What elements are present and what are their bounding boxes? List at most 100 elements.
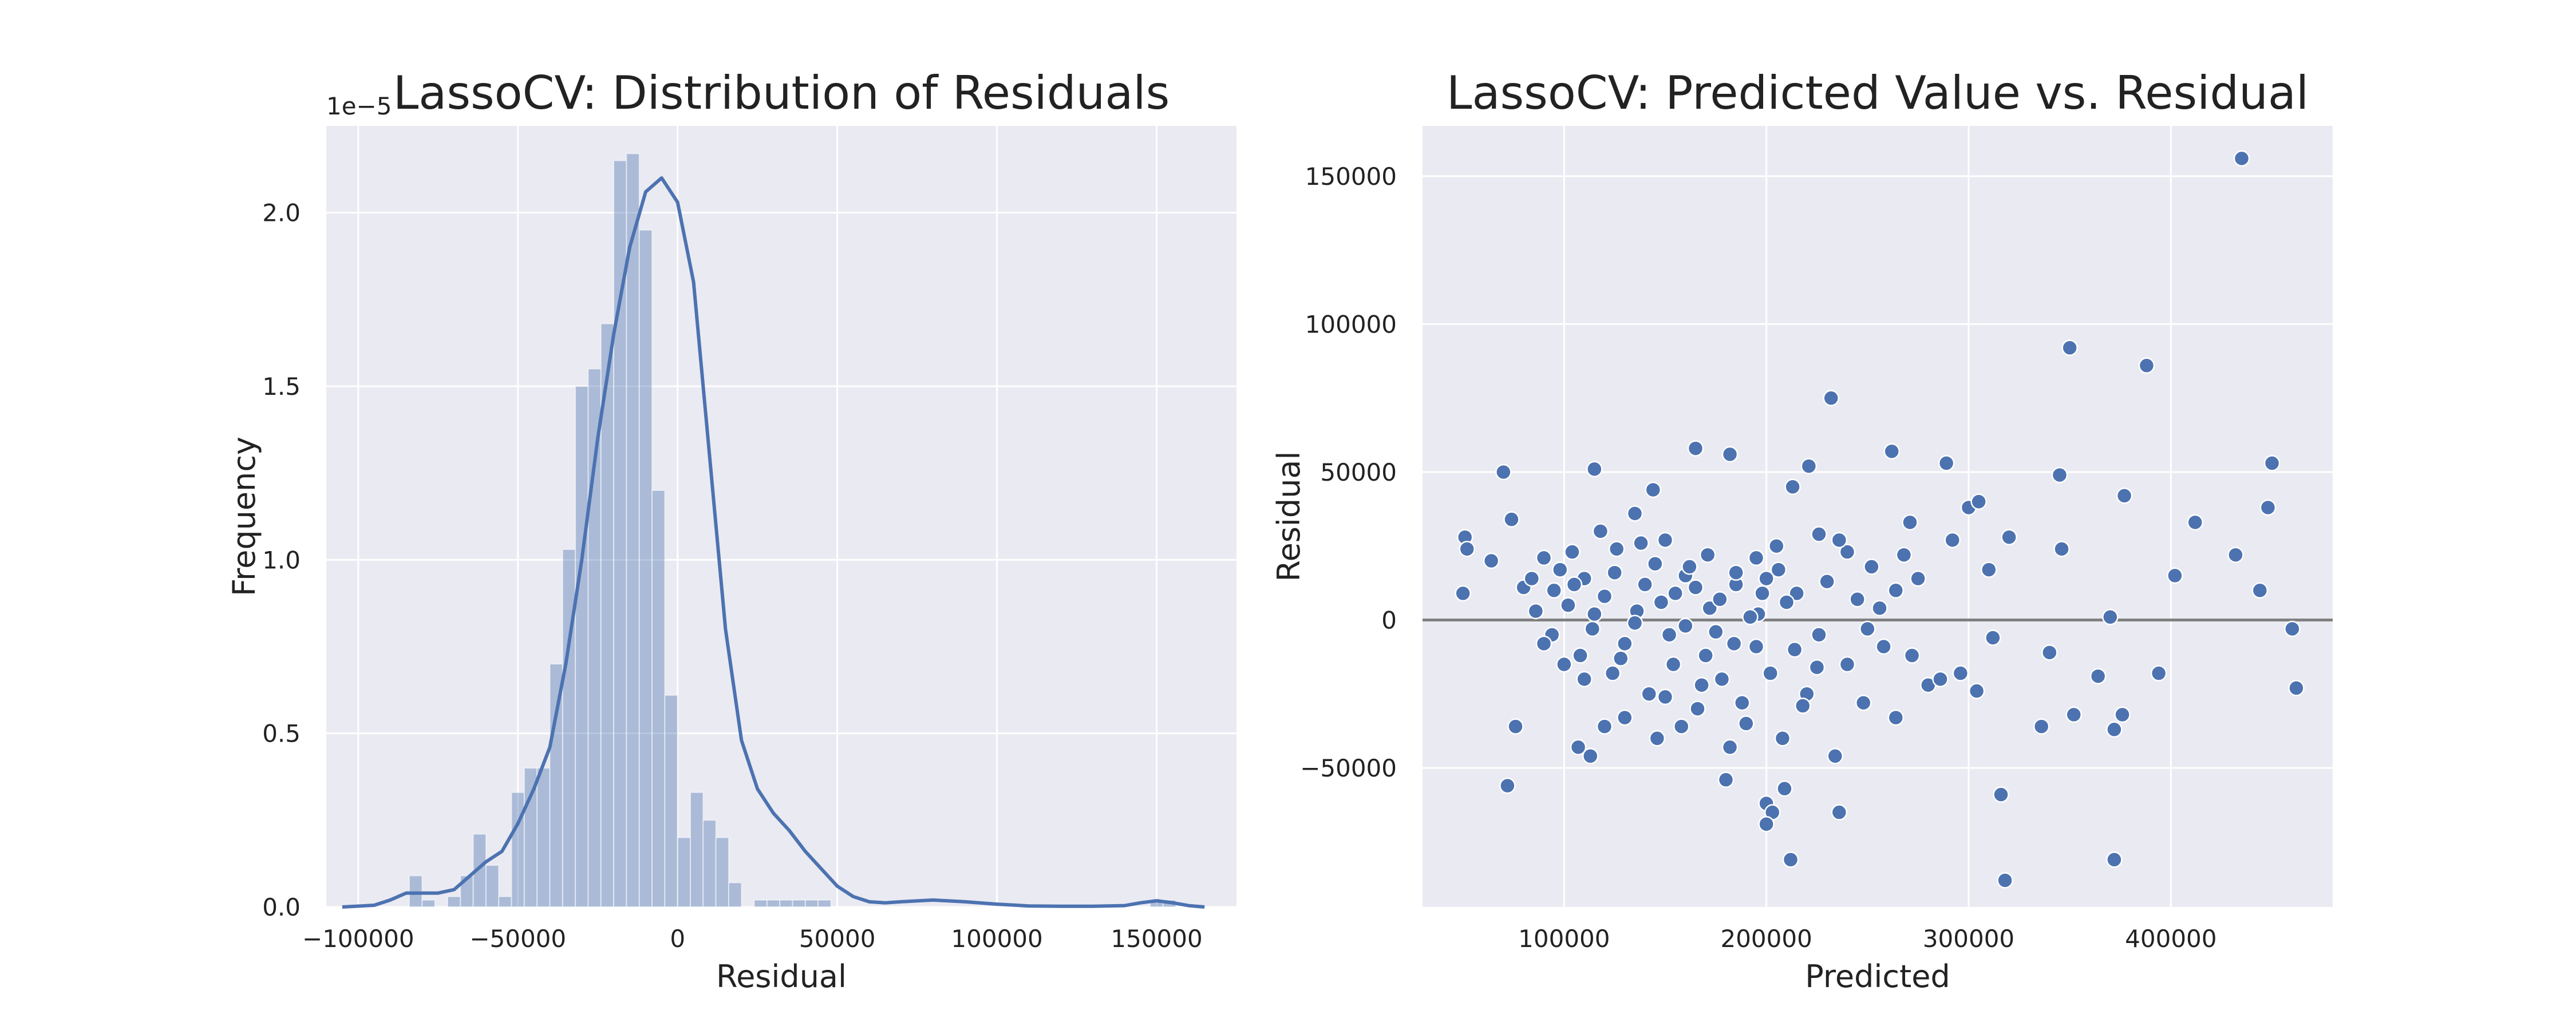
scatter-point: [1582, 748, 1599, 764]
scatter-point: [1647, 555, 1664, 572]
scatter-point: [2051, 466, 2068, 484]
scatter-point: [1535, 549, 1552, 566]
histogram-bar: [549, 663, 563, 908]
scatter-point: [2187, 514, 2203, 531]
histogram-bar: [421, 899, 436, 908]
scatter-point: [1776, 780, 1793, 797]
scatter-point: [1778, 594, 1795, 611]
scatter-point: [2251, 582, 2269, 599]
x-tick-label: 400000: [2125, 925, 2217, 953]
histogram-panel: −100000 −50000 0 50000 100000 150000 0.0 0.5 1.…: [226, 66, 1236, 995]
histogram-x-axis-label: Residual: [716, 958, 847, 995]
histogram-bar: [651, 490, 666, 908]
scatter-point: [1657, 688, 1674, 706]
scatter-point: [1613, 650, 1629, 667]
scatter-title: LassoCV: Predicted Value vs. Residual: [1447, 66, 2309, 120]
scatter-point: [1823, 390, 1839, 406]
histogram-bar: [447, 896, 461, 908]
scatter-plot-area: [1423, 126, 2333, 907]
scatter-point: [1738, 715, 1755, 732]
histogram-bar: [638, 229, 653, 908]
scatter-point: [1499, 777, 1516, 794]
scatter-point: [1808, 659, 1826, 676]
scatter-point: [2116, 488, 2133, 504]
scatter-point: [1782, 851, 1799, 868]
scatter-point: [2102, 609, 2119, 625]
scatter-point: [1800, 458, 1818, 474]
scatter-point: [1758, 815, 1775, 833]
scatter-point: [1535, 635, 1552, 652]
scatter-point: [2106, 851, 2123, 868]
scatter-point: [1895, 546, 1913, 563]
scatter-point: [1831, 532, 1848, 549]
scatter-point: [1459, 541, 1475, 557]
scatter-point: [1455, 585, 1471, 602]
scatter-point: [1863, 558, 1880, 575]
scatter-point: [2089, 668, 2107, 684]
histogram-bar: [575, 386, 589, 908]
scatter-point: [1811, 627, 1827, 643]
scatter-point: [1673, 718, 1690, 735]
scatter-point: [1626, 505, 1643, 522]
y-tick-label: 50000: [1320, 458, 1397, 486]
scatter-point: [1527, 603, 1544, 620]
y-tick-label: 150000: [1305, 163, 1397, 191]
scatter-point: [1617, 709, 1633, 726]
x-tick-label: 200000: [1720, 925, 1812, 953]
scatter-y-tick-labels: −50000 0 50000 100000 150000: [1300, 163, 1397, 782]
scatter-point: [1883, 443, 1900, 459]
scatter-point: [1970, 493, 1987, 510]
scatter-point: [1952, 665, 1969, 682]
histogram-bar: [728, 882, 742, 908]
scatter-point: [1887, 709, 1905, 726]
scatter-point: [1645, 481, 1662, 498]
scatter-point: [1584, 620, 1601, 637]
scatter-point: [1721, 446, 1739, 463]
scatter-point: [1768, 537, 1785, 554]
y-tick-label: 0: [1381, 606, 1397, 634]
scatter-point: [1748, 638, 1765, 655]
scatter-x-axis-label: Predicted: [1805, 958, 1950, 995]
scatter-point: [2041, 644, 2058, 661]
scatter-x-tick-labels: 100000 200000 300000 400000: [1518, 925, 2217, 953]
scatter-point: [1887, 582, 1905, 599]
scatter-point: [1701, 600, 1718, 617]
scatter-point: [1483, 552, 1500, 569]
scatter-point: [1902, 514, 1918, 531]
scatter-point: [2167, 567, 2183, 584]
y-tick-label: −50000: [1300, 754, 1397, 782]
y-tick-label: 1.5: [262, 373, 301, 401]
histogram-bar: [817, 899, 832, 908]
scatter-point: [1592, 523, 1609, 540]
scatter-point: [1910, 570, 1926, 587]
scatter-point: [2138, 357, 2155, 374]
x-tick-label: 0: [670, 925, 685, 953]
scatter-point: [1556, 656, 1573, 673]
scatter-point: [1985, 629, 2001, 646]
scatter-point: [2106, 721, 2123, 738]
scatter-point: [1657, 532, 1674, 549]
scatter-point: [1742, 609, 1759, 625]
histogram-bar: [690, 791, 704, 908]
scatter-point: [1596, 718, 1613, 735]
x-tick-label: −50000: [469, 925, 566, 953]
histogram-bar: [702, 819, 717, 908]
scatter-point: [1503, 511, 1520, 528]
y-tick-label: 2.0: [262, 199, 301, 227]
scatter-panel: 100000 200000 300000 400000 −50000 0 50000 100…: [1271, 66, 2333, 995]
histogram-bar: [779, 899, 793, 908]
scatter-point: [1566, 576, 1583, 593]
scatter-point: [1795, 698, 1811, 714]
y-tick-label: 1.0: [262, 546, 301, 574]
y-tick-label: 0.5: [262, 720, 301, 748]
x-tick-label: 50000: [799, 925, 876, 953]
kde-curve: [342, 176, 1205, 909]
histogram-plot-area: [326, 126, 1236, 907]
scatter-point: [1604, 665, 1621, 682]
y-tick-label: 100000: [1305, 310, 1397, 338]
scatter-point: [1608, 541, 1625, 557]
scatter-point: [1596, 588, 1613, 605]
scatter-point: [2233, 150, 2250, 167]
scatter-point: [1667, 585, 1684, 602]
